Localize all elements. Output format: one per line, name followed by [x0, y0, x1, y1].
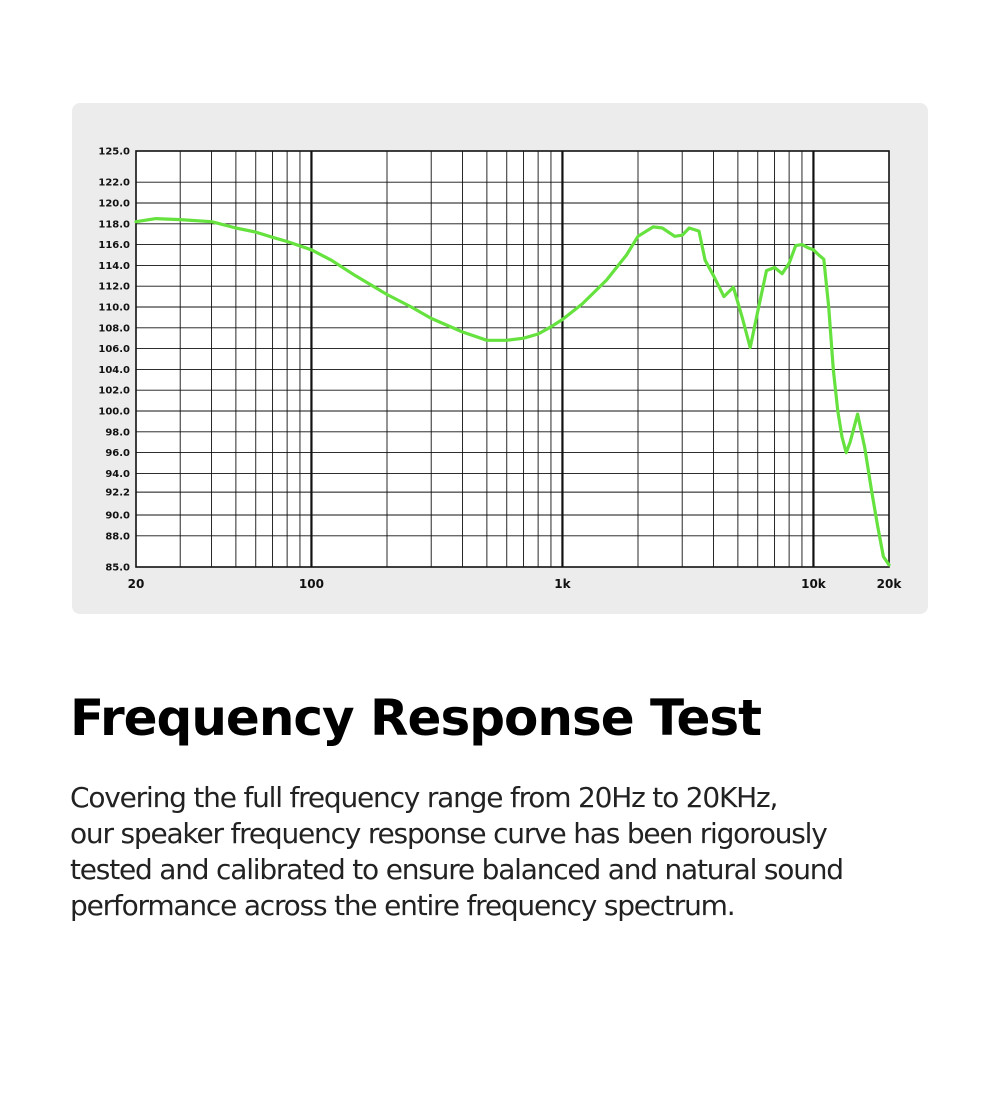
y-tick-label: 94.0 [105, 469, 130, 480]
y-tick-label: 100.0 [98, 407, 130, 418]
x-tick-label: 10k [801, 577, 827, 591]
y-tick-label: 110.0 [98, 303, 130, 314]
y-tick-label: 114.0 [98, 261, 130, 272]
y-tick-label: 90.0 [105, 511, 130, 522]
y-tick-label: 122.0 [98, 178, 130, 189]
y-tick-label: 92.2 [105, 488, 130, 499]
y-tick-label: 108.0 [98, 323, 130, 334]
description-paragraph: Covering the full frequency range from 2… [70, 780, 980, 924]
frequency-response-chart-panel: 85.0 88.0 90.0 92.2 94.0 96.0 98.0 100.0 102.0 10… [72, 103, 928, 614]
y-tick-label: 102.0 [98, 386, 130, 397]
y-tick-label: 85.0 [105, 563, 130, 574]
y-tick-label: 98.0 [105, 427, 130, 438]
plot-frame [135, 150, 890, 568]
y-tick-label: 118.0 [98, 219, 130, 230]
x-tick-label: 20k [877, 577, 903, 591]
y-tick-label: 106.0 [98, 344, 130, 355]
y-tick-label: 88.0 [105, 531, 130, 542]
description-line: Covering the full frequency range from 2… [70, 781, 778, 814]
x-tick-label: 1k [554, 577, 571, 591]
y-tick-label: 96.0 [105, 448, 130, 459]
x-tick-label: 100 [299, 577, 324, 591]
response-curve-line [134, 216, 891, 567]
description-line: tested and calibrated to ensure balanced… [70, 853, 844, 886]
y-tick-label: 125.0 [98, 147, 130, 158]
y-tick-label: 116.0 [98, 240, 130, 251]
x-tick-label: 20 [128, 577, 145, 591]
frequency-response-chart: 85.0 88.0 90.0 92.2 94.0 96.0 98.0 100.0 102.0 10… [98, 147, 903, 592]
description-line: performance across the entire frequency … [70, 889, 736, 922]
y-tick-label: 104.0 [98, 365, 130, 376]
page-title: Frequency Response Test [70, 689, 762, 747]
description-line: our speaker frequency response curve has… [70, 817, 828, 850]
y-tick-label: 120.0 [98, 199, 130, 210]
y-tick-label: 112.0 [98, 282, 130, 293]
plot-area [136, 151, 889, 567]
